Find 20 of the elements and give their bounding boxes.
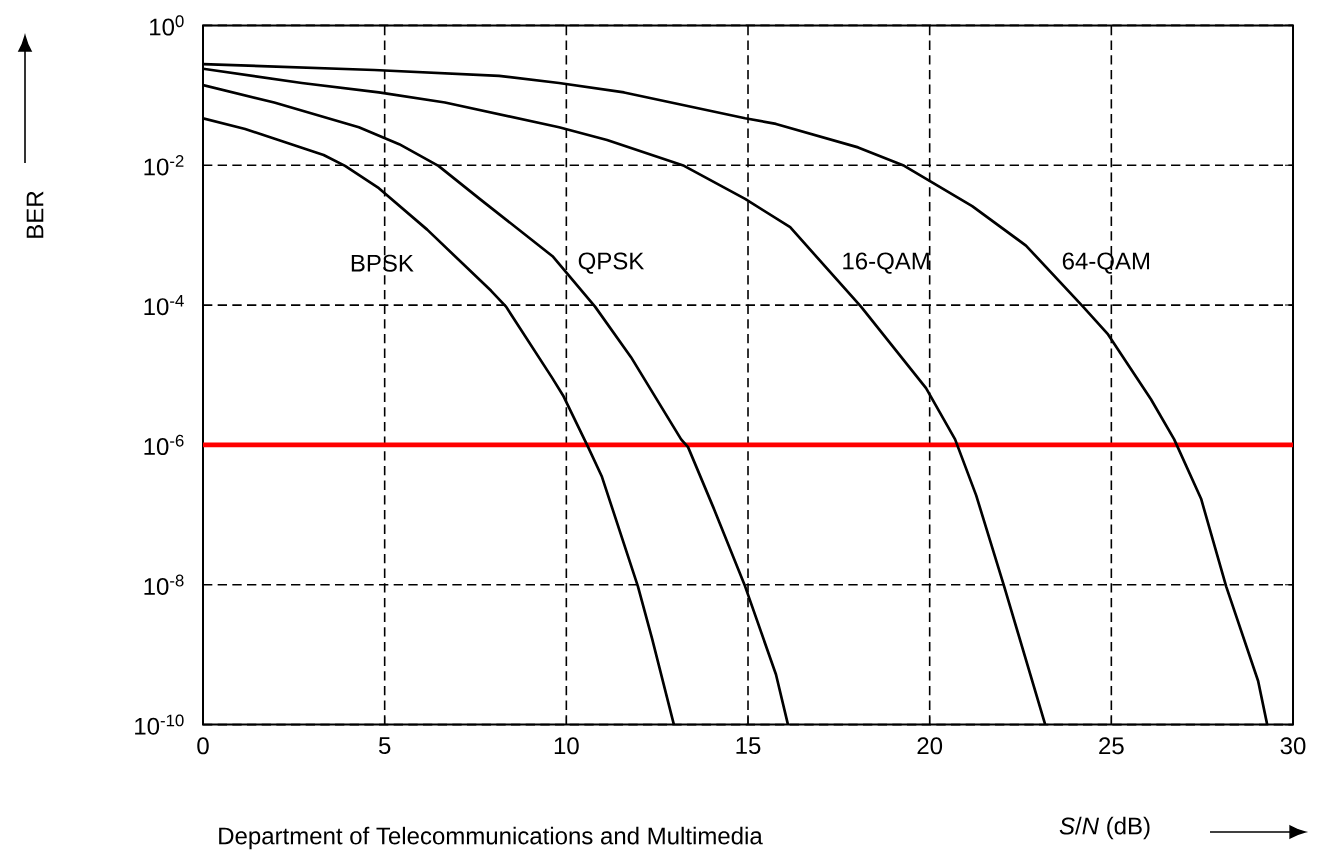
- x-tick-label: 5: [378, 737, 391, 755]
- x-tick-label: 30: [1280, 737, 1306, 755]
- y-tick-label: 10$^{0}$: [150, 15, 184, 36]
- x-tick-label: 10: [554, 737, 579, 755]
- text: Department of Telecommunications and Multimedia: [219, 826, 763, 850]
- x-tick-label: 15: [736, 737, 761, 755]
- x-tick-label: 0: [197, 737, 209, 755]
- series-label: 64-QAM: [1062, 252, 1150, 274]
- x-axis-title: S/N (dB): [1059, 816, 1150, 840]
- y-tick-label: 10$^{-6}$: [144, 434, 184, 456]
- y-tick-label: 10$^{-10}$: [135, 714, 184, 735]
- y-tick-label: 10$^{-8}$: [144, 574, 184, 595]
- series-label: BPSK: [351, 254, 414, 272]
- series-label: 16-QAM: [843, 252, 929, 274]
- series-label: QPSK: [578, 252, 645, 274]
- x-tick-label: 25: [1099, 737, 1124, 755]
- x-tick-label: 20: [917, 737, 943, 755]
- y-tick-label: 10$^{-2}$: [144, 155, 184, 176]
- y-tick-label: 10$^{-4}$: [144, 295, 184, 316]
- y-axis-title: BER: [26, 191, 44, 238]
